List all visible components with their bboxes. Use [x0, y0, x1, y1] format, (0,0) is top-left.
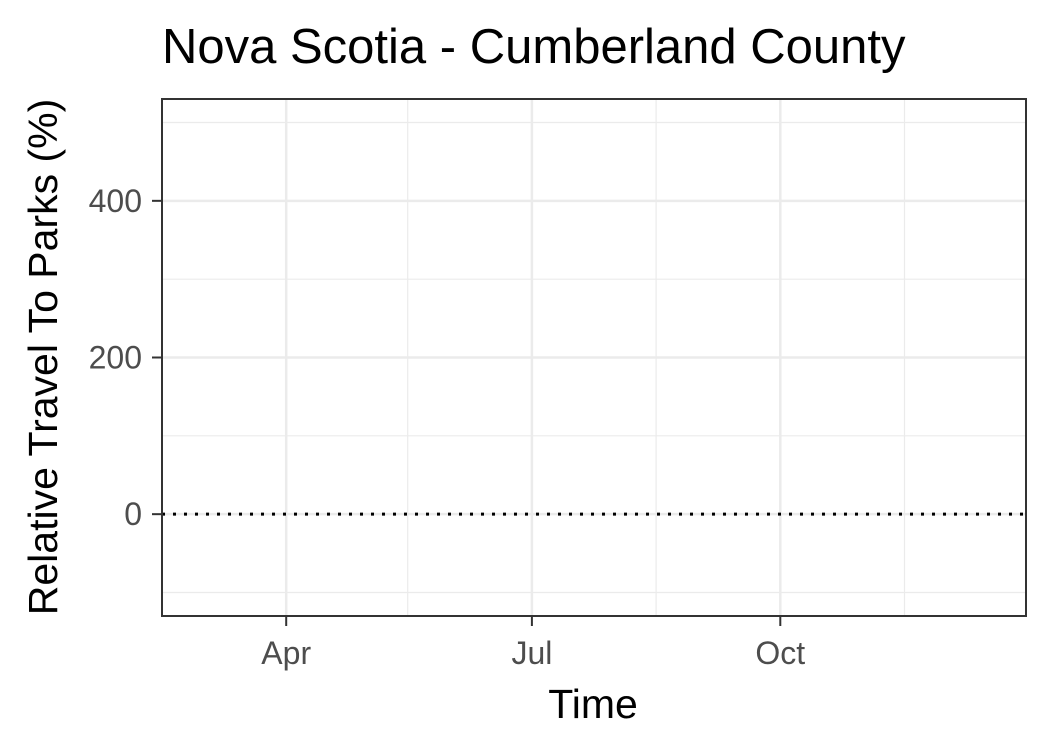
y-tick-label: 0: [124, 496, 142, 532]
grid-layer: [161, 99, 1026, 616]
chart-title: Nova Scotia - Cumberland County: [162, 20, 906, 74]
y-axis-title: Relative Travel To Parks (%): [20, 99, 66, 615]
x-tick-label: Oct: [755, 635, 805, 671]
axis-layer: 0 200 400 Apr Jul Oct: [89, 183, 806, 671]
x-tick-label: Jul: [511, 635, 552, 671]
y-tick-label: 400: [89, 183, 142, 219]
y-tick-label: 200: [89, 340, 142, 376]
x-axis-title: Time: [548, 681, 638, 727]
x-tick-label: Apr: [261, 635, 311, 671]
